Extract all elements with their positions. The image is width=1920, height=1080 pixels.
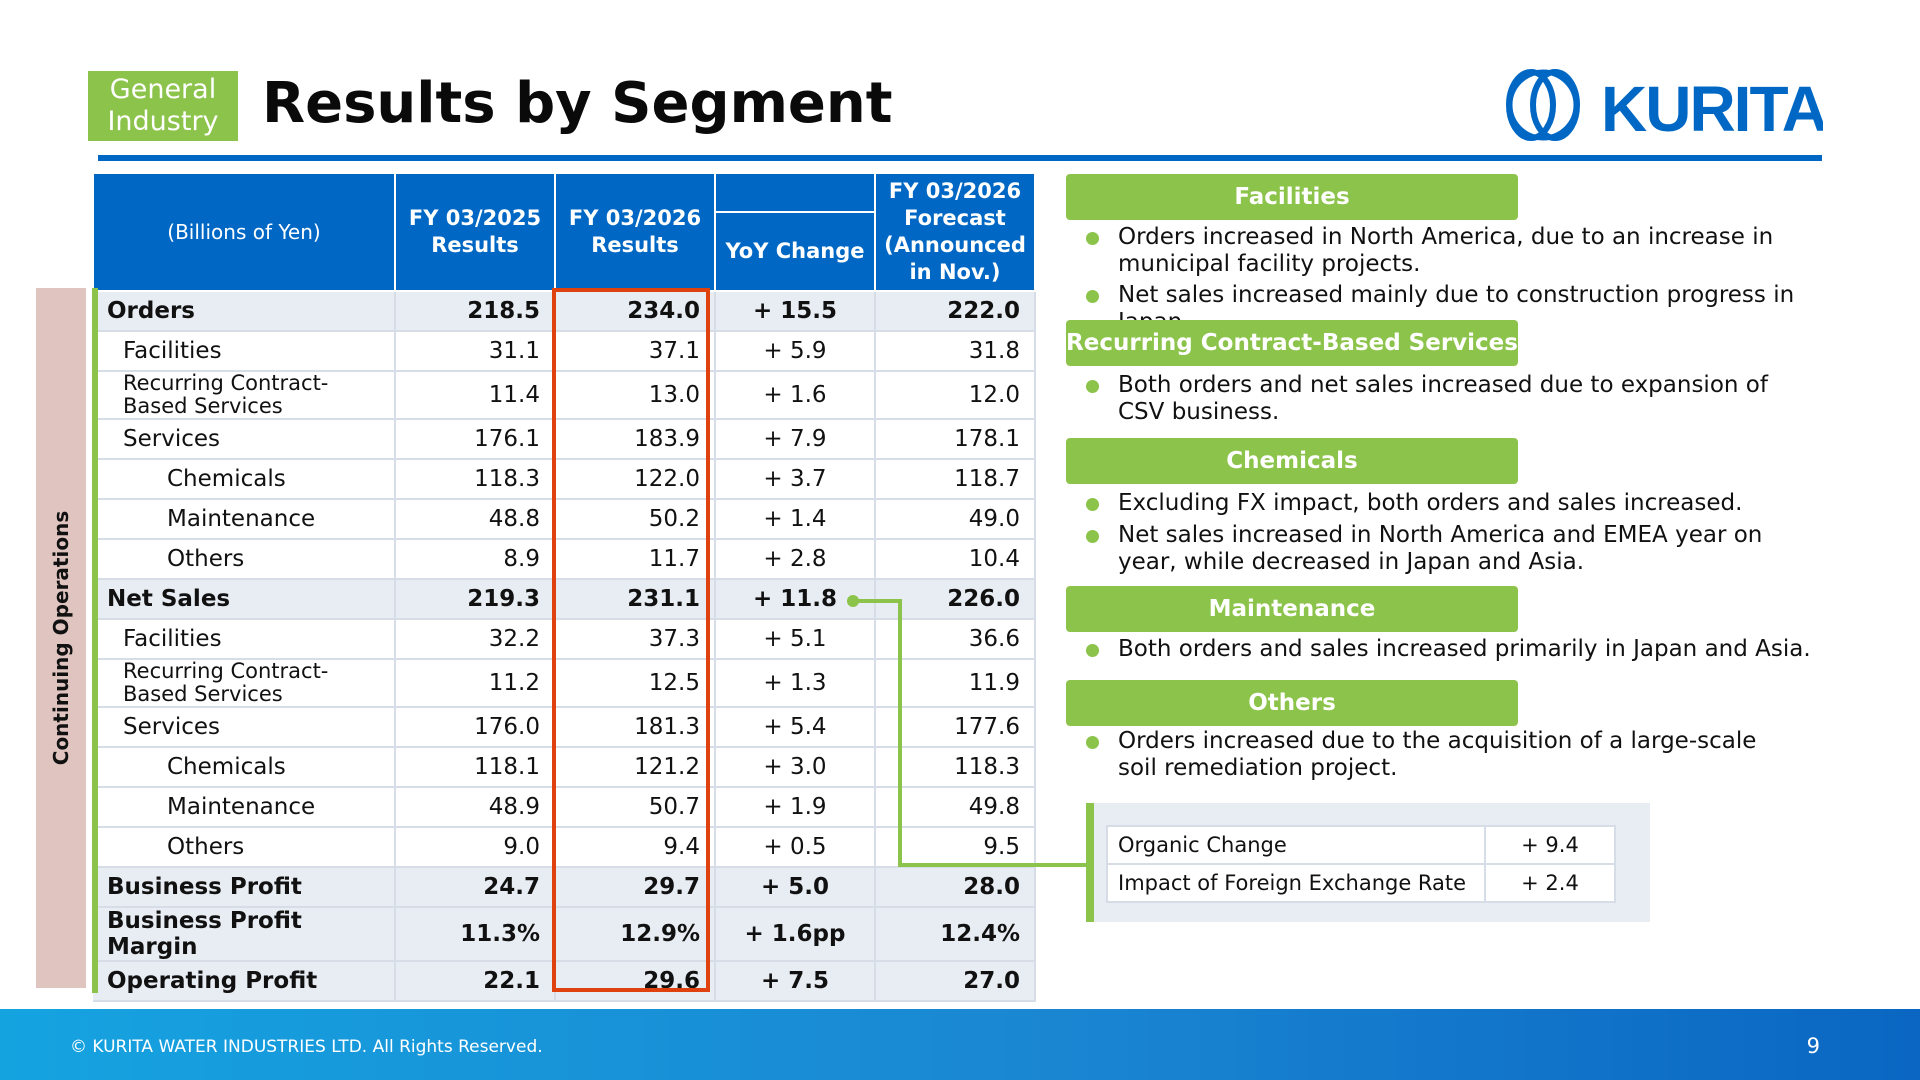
table-row: Impact of Foreign Exchange Rate + 2.4 bbox=[1106, 863, 1616, 903]
fx-connector-line bbox=[847, 595, 1090, 867]
kurita-logo: KURITA bbox=[1506, 69, 1823, 144]
segment-tag-line2: Industry bbox=[107, 106, 219, 137]
page-number: 9 bbox=[1806, 1034, 1820, 1058]
kurita-logo-text: KURITA bbox=[1601, 73, 1823, 144]
continuing-ops-bar bbox=[92, 288, 98, 993]
bullet-icon bbox=[1086, 232, 1099, 245]
continuing-ops-band bbox=[36, 288, 86, 988]
bullet-others-1: Orders increased due to the acquisition … bbox=[1086, 728, 1866, 782]
bullet-icon bbox=[1086, 644, 1099, 657]
copyright-text: © KURITA WATER INDUSTRIES LTD. All Right… bbox=[70, 1037, 543, 1057]
bullet-icon bbox=[1086, 530, 1099, 543]
table-row: Maintenance 48.8 50.2 + 1.4 49.0 bbox=[93, 499, 1036, 540]
col-header-fy2026: FY 03/2026 Results bbox=[554, 172, 716, 292]
table-row: Services 176.0 181.3 + 5.4 177.6 bbox=[93, 707, 1036, 748]
bullet-recurring-1: Both orders and net sales increased due … bbox=[1086, 372, 1866, 426]
bullet-chemicals-1: Excluding FX impact, both orders and sal… bbox=[1086, 490, 1866, 517]
segment-tag-line1: General bbox=[109, 74, 217, 105]
organic-change-label: Organic Change bbox=[1106, 825, 1486, 865]
table-row: Facilities 31.1 37.1 + 5.9 31.8 bbox=[93, 331, 1036, 372]
fx-breakdown-bar bbox=[1086, 803, 1094, 922]
header-divider bbox=[98, 155, 1822, 161]
table-row-business-profit-margin: Business Profit Margin 11.3% 12.9% + 1.6pp 1… bbox=[93, 907, 1036, 962]
bullet-maintenance-1: Both orders and sales increased primaril… bbox=[1086, 636, 1866, 663]
table-row: Maintenance 48.9 50.7 + 1.9 49.8 bbox=[93, 787, 1036, 828]
col-header-fy2025: FY 03/2025 Results bbox=[394, 172, 556, 292]
bullet-icon bbox=[1086, 498, 1099, 511]
col-header-yoy-top bbox=[714, 172, 876, 213]
segment-tag: General Industry bbox=[88, 71, 238, 141]
table-row-operating-profit: Operating Profit 22.1 29.6 + 7.5 27.0 bbox=[93, 961, 1036, 1002]
fy2026-highlight-box bbox=[552, 288, 710, 992]
panel-header-chemicals: Chemicals bbox=[1066, 438, 1518, 484]
col-header-forecast: FY 03/2026 Forecast (Announced in Nov.) bbox=[874, 172, 1036, 292]
bullet-icon bbox=[1086, 290, 1099, 303]
table-row: Services 176.1 183.9 + 7.9 178.1 bbox=[93, 419, 1036, 460]
footer-bar bbox=[0, 1009, 1920, 1080]
panel-header-recurring: Recurring Contract-Based Services bbox=[1066, 320, 1518, 366]
panel-header-maintenance: Maintenance bbox=[1066, 586, 1518, 632]
table-row: Others 8.9 11.7 + 2.8 10.4 bbox=[93, 539, 1036, 580]
col-header-yoy: YoY Change bbox=[714, 210, 876, 293]
fx-impact-value: + 2.4 bbox=[1484, 863, 1616, 903]
table-row: Recurring Contract- Based Services 11.4 13… bbox=[93, 371, 1036, 420]
fx-breakdown-table: Organic Change + 9.4 Impact of Foreign E… bbox=[1106, 825, 1616, 903]
table-row: Chemicals 118.3 122.0 + 3.7 118.7 bbox=[93, 459, 1036, 500]
fx-impact-label: Impact of Foreign Exchange Rate bbox=[1106, 863, 1486, 903]
bullet-icon bbox=[1086, 380, 1099, 393]
table-row: Organic Change + 9.4 bbox=[1106, 825, 1616, 865]
table-row-business-profit: Business Profit 24.7 29.7 + 5.0 28.0 bbox=[93, 867, 1036, 908]
bullet-facilities-1: Orders increased in North America, due t… bbox=[1086, 224, 1866, 278]
table-row: Facilities 32.2 37.3 + 5.1 36.6 bbox=[93, 619, 1036, 660]
bullet-icon bbox=[1086, 736, 1099, 749]
panel-header-facilities: Facilities bbox=[1066, 174, 1518, 220]
results-table-wrapper: (Billions of Yen) FY 03/2025 Results FY … bbox=[92, 172, 1036, 1002]
continuing-ops-label: Continuing Operations bbox=[49, 510, 73, 766]
results-table: (Billions of Yen) FY 03/2025 Results FY … bbox=[92, 172, 1036, 1002]
organic-change-value: + 9.4 bbox=[1484, 825, 1616, 865]
bullet-chemicals-2: Net sales increased in North America and… bbox=[1086, 522, 1866, 576]
kurita-logo-mark-icon bbox=[1506, 69, 1580, 141]
table-row-orders: Orders 218.5 234.0 + 15.5 222.0 bbox=[93, 291, 1036, 332]
page-title: Results by Segment bbox=[262, 71, 893, 136]
unit-header: (Billions of Yen) bbox=[92, 172, 396, 292]
panel-header-others: Others bbox=[1066, 680, 1518, 726]
